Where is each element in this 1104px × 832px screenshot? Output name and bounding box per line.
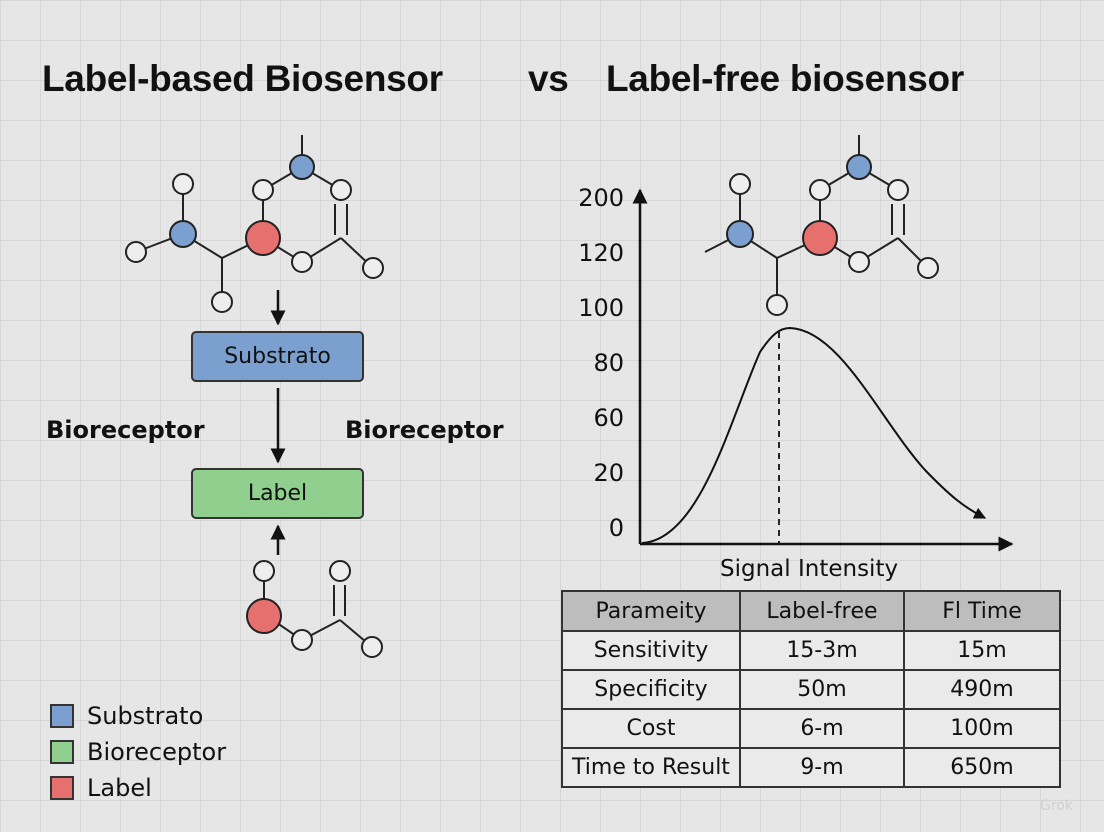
legend-label: Bioreceptor [87, 738, 227, 766]
legend-label: Substrato [87, 702, 204, 730]
x-axis-label: Signal Intensity [720, 556, 899, 582]
y-tick-label: 120 [578, 239, 624, 267]
molecule-top-right [704, 135, 939, 316]
table-cell: Sensitivity [561, 630, 741, 671]
table-row: Cost 6-m 100m [561, 708, 1061, 749]
table-header: Label-frеe [739, 590, 905, 632]
substrato-box: Substrato [191, 331, 364, 382]
legend-label: Label [87, 774, 152, 802]
y-tick-label: 20 [593, 459, 624, 487]
comparison-table: Parameity Label-frеe Fl Time Sensitivity… [561, 590, 1061, 788]
legend-swatch-blue [50, 704, 74, 728]
signal-curve [641, 326, 987, 544]
table-row: Specificity 50m 490m [561, 669, 1061, 710]
table-cell: Time to Result [561, 747, 741, 788]
title-vs: vs [528, 58, 569, 99]
molecule-top-left [125, 135, 384, 313]
table-cell: 9-m [739, 747, 905, 788]
table-cell: 650m [903, 747, 1061, 788]
legend-item-bioreceptor: Bioreceptor [50, 734, 226, 770]
y-tick-label: 100 [578, 294, 624, 322]
watermark-grok: Grok [1040, 798, 1073, 814]
bioreceptor-label-left: Bioreceptor [46, 416, 205, 444]
legend: Substrato Bioreceptor Label [50, 698, 226, 806]
table-cell: Cost [561, 708, 741, 749]
table-row: Time to Result 9-m 650m [561, 747, 1061, 788]
table-header: Parameity [561, 590, 741, 632]
table-cell: 100m [903, 708, 1061, 749]
bioreceptor-label-right: Bioreceptor [345, 416, 504, 444]
table-cell: 490m [903, 669, 1061, 710]
table-cell: 15m [903, 630, 1061, 671]
title-label-free: Label-free biosensor [606, 58, 964, 99]
legend-item-label: Label [50, 770, 226, 806]
label-box: Label [191, 468, 364, 519]
y-tick-label: 60 [593, 404, 624, 432]
legend-swatch-green [50, 740, 74, 764]
legend-item-substrato: Substrato [50, 698, 226, 734]
legend-swatch-red [50, 776, 74, 800]
table-header: Fl Time [903, 590, 1061, 632]
table-cell: 6-m [739, 708, 905, 749]
chart-axes [632, 188, 1014, 552]
y-tick-label: 200 [578, 184, 624, 212]
table-header-row: Parameity Label-frеe Fl Time [561, 590, 1061, 632]
table-cell: 50m [739, 669, 905, 710]
table-cell: Specificity [561, 669, 741, 710]
y-tick-label: 0 [608, 514, 624, 542]
table-row: Sensitivity 15-3m 15m [561, 630, 1061, 671]
title-label-based: Label-based Biosensor [42, 58, 443, 99]
y-tick-label: 80 [593, 349, 624, 377]
molecule-bottom-left [246, 560, 383, 658]
table-cell: 15-3m [739, 630, 905, 671]
